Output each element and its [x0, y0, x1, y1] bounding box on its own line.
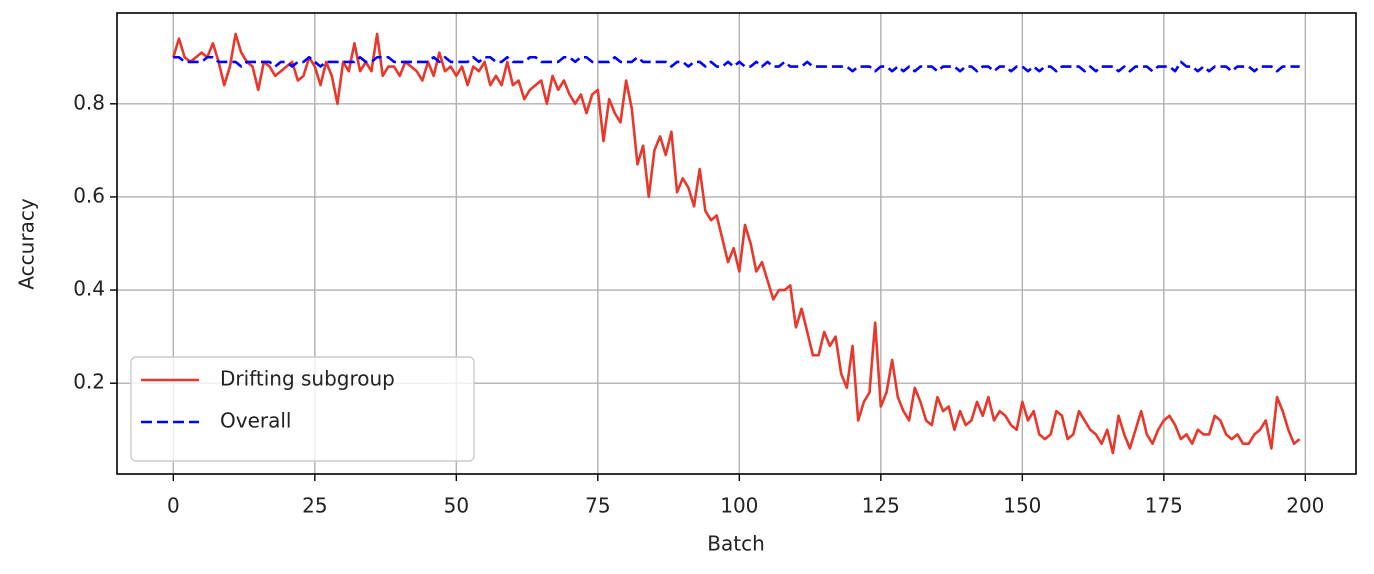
plot-frame — [116, 12, 1357, 475]
x-tick-label: 125 — [862, 494, 900, 518]
legend-label: Overall — [220, 409, 291, 433]
y-tick-label: 0.2 — [73, 370, 105, 394]
x-tick-label: 100 — [720, 494, 758, 518]
x-tick-label: 0 — [167, 494, 180, 518]
data-line — [172, 32, 1301, 455]
x-tick-label: 25 — [302, 494, 327, 518]
data-line — [173, 55, 1300, 73]
legend-box — [130, 356, 475, 462]
x-tick-label: 50 — [444, 494, 469, 518]
y-tick-label: 0.4 — [73, 277, 105, 301]
x-tick-label: 75 — [585, 494, 610, 518]
x-tick-label: 175 — [1145, 494, 1183, 518]
y-axis-label: Accuracy — [15, 198, 39, 289]
legend-label: Drifting subgroup — [220, 367, 395, 391]
y-tick-label: 0.6 — [73, 183, 105, 207]
x-tick-label: 150 — [1003, 494, 1041, 518]
x-axis-label: Batch — [707, 532, 765, 556]
x-tick-label: 200 — [1286, 494, 1324, 518]
y-tick-label: 0.8 — [73, 90, 105, 114]
